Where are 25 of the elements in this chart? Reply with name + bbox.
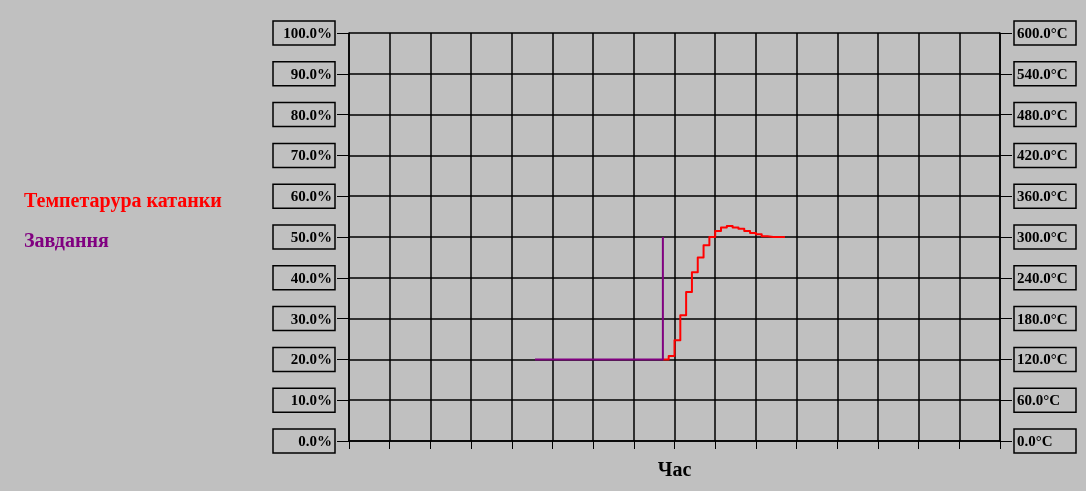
y-tick-label: 60.0%	[290, 188, 332, 205]
y2-tick-label: 600.0°C	[1017, 25, 1068, 41]
y-tick-label: 20.0%	[290, 351, 332, 368]
y2-tick-label: 540.0°C	[1017, 65, 1068, 82]
y-tick-label: 90.0%	[290, 65, 332, 82]
y-tick-label: 70.0%	[290, 147, 332, 164]
y2-tick-label: 60.0°C	[1017, 392, 1061, 409]
y-tick-label: 100.0%	[283, 25, 332, 41]
y2-tick-label: 120.0°C	[1017, 351, 1068, 368]
y2-tick-label: 240.0°C	[1017, 269, 1068, 286]
x-axis-title: Час	[657, 458, 692, 480]
y2-tick-label: 480.0°C	[1017, 106, 1068, 123]
y-tick-label: 30.0%	[290, 310, 332, 327]
y-tick-label: 10.0%	[290, 392, 332, 409]
text: Завдання	[24, 229, 110, 251]
y-tick-label: 50.0%	[290, 229, 332, 245]
y2-tick-label: 0.0°C	[1017, 433, 1053, 449]
text: Темпетарура катанки	[24, 189, 222, 212]
y2-tick-label: 360.0°C	[1017, 188, 1068, 205]
y-tick-label: 0.0%	[298, 433, 332, 449]
y2-tick-label: 300.0°C	[1017, 229, 1068, 245]
y2-tick-label: 420.0°C	[1017, 147, 1068, 164]
y2-tick-label: 180.0°C	[1017, 310, 1068, 327]
y-tick-label: 80.0%	[290, 106, 332, 123]
y-tick-label: 40.0%	[290, 269, 332, 286]
